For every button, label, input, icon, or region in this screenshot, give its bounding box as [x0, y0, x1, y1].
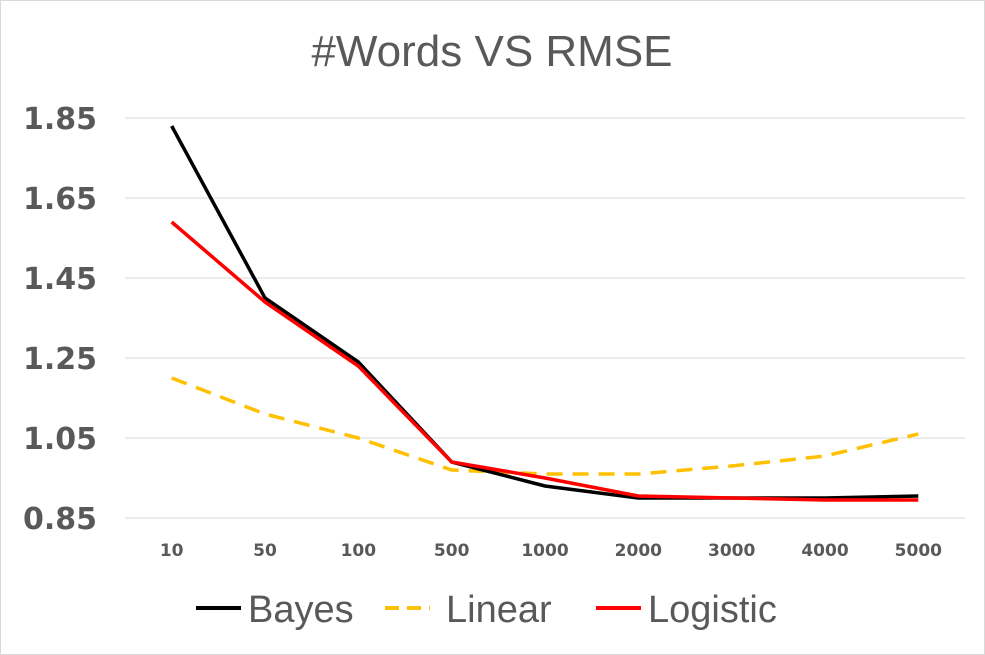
legend-item-bayes: Bayes	[196, 589, 354, 631]
x-tick-label: 5000	[895, 541, 942, 561]
x-tick-label: 3000	[708, 541, 755, 561]
x-tick-label: 4000	[801, 541, 848, 561]
legend-label: Linear	[446, 589, 552, 631]
series-line-logistic	[170, 220, 919, 502]
x-tick-label: 100	[341, 541, 377, 561]
series-line-bayes	[170, 125, 919, 500]
x-tick-label: 50	[253, 541, 277, 561]
legend-label: Logistic	[648, 589, 777, 631]
y-tick-label: 0.85	[23, 502, 97, 537]
y-tick-label: 1.45	[23, 262, 97, 297]
x-tick-label: 10	[160, 541, 184, 561]
y-axis-ticks: 0.85 1.05 1.25 1.45 1.65 1.85	[23, 102, 97, 537]
y-tick-label: 1.65	[23, 182, 97, 217]
chart-title: #Words VS RMSE	[311, 27, 672, 76]
x-tick-label: 500	[434, 541, 470, 561]
gridlines	[125, 117, 965, 519]
y-tick-label: 1.25	[23, 342, 97, 377]
legend: Bayes Linear Logistic	[196, 589, 777, 631]
legend-item-linear: Linear	[385, 589, 552, 631]
series-lines	[170, 125, 919, 502]
x-tick-label: 2000	[615, 541, 662, 561]
y-tick-label: 1.05	[23, 422, 97, 457]
x-axis-ticks: 10 50 100 500 1000 2000 3000 4000 5000	[160, 541, 942, 561]
x-tick-label: 1000	[521, 541, 568, 561]
y-tick-label: 1.85	[23, 102, 97, 137]
legend-item-logistic: Logistic	[596, 589, 777, 631]
series-line-linear	[171, 376, 919, 476]
legend-label: Bayes	[248, 589, 354, 631]
